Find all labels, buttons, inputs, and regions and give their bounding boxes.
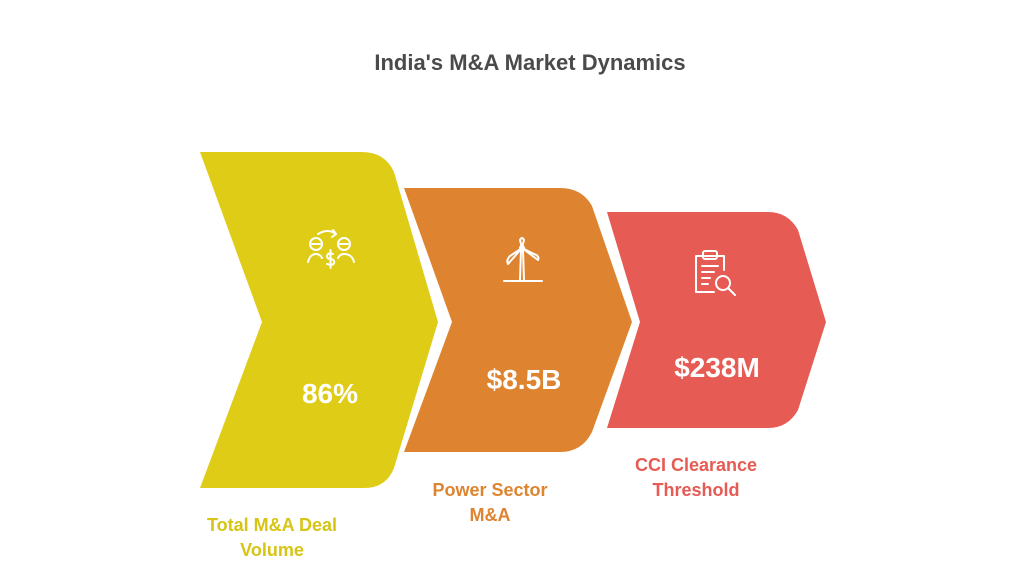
step-3-value: $238M: [674, 352, 760, 383]
step-3-caption: CCI Clearance Threshold: [634, 455, 758, 500]
chevron-step-3: [607, 212, 826, 428]
chevron-step-2: [404, 188, 632, 452]
deal-exchange-icon: [307, 229, 355, 269]
step-1-value: 86%: [301, 378, 359, 409]
clipboard-search-icon: [695, 250, 736, 296]
step-1-caption: Total M&A Deal Volume: [206, 515, 337, 560]
wind-turbine-icon: [503, 237, 543, 282]
step-2-value: $8.5B: [486, 364, 562, 395]
step-2-caption: Power Sector M&A: [432, 480, 548, 525]
chevron-step-1: [200, 152, 438, 488]
page-title: India's M&A Market Dynamics: [374, 50, 686, 75]
